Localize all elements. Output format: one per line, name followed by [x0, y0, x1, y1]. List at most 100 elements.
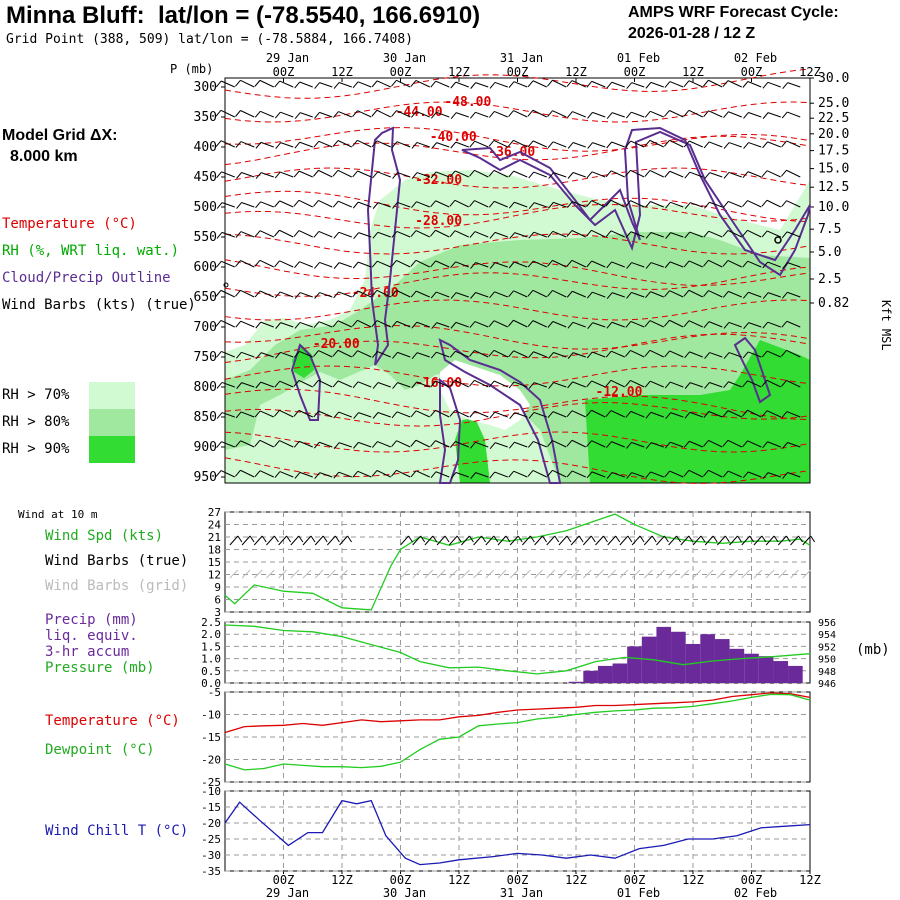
wind-barb-true-flag	[334, 535, 340, 543]
p-tick-label: 750	[194, 350, 217, 365]
wind-barb	[631, 441, 645, 448]
wind-barb-flag	[664, 290, 670, 298]
wind-barb	[591, 380, 606, 388]
wind-barb-true-flag	[773, 535, 779, 543]
wind-barb-flag	[761, 230, 768, 238]
wind-barb-flag	[216, 171, 222, 179]
wind-barb-flag	[216, 382, 223, 389]
wind-barb-flag	[548, 352, 554, 359]
wind-barb-flag	[215, 470, 222, 477]
wind-barb-flag	[294, 472, 301, 479]
wind-barb-flag	[391, 260, 397, 267]
wind-barb-flag	[392, 172, 398, 179]
wind-barb-flag	[782, 262, 789, 269]
wind-barb	[475, 292, 489, 298]
wind-barb-flag	[294, 81, 301, 89]
wind-barb-flag	[313, 141, 320, 148]
wind-barb-flag	[722, 260, 729, 267]
wind-barb	[592, 322, 606, 328]
wind-barb	[358, 412, 372, 418]
wind-barb	[650, 81, 664, 88]
wind-barb-grid	[436, 569, 446, 579]
wind-barb	[649, 170, 664, 178]
wind-barb-true-flag	[798, 535, 803, 543]
wind-barb-flag	[449, 441, 456, 448]
wind-barb	[455, 261, 469, 268]
wind-barb-flag	[527, 109, 534, 117]
wind-barb	[631, 111, 645, 118]
wind-barb	[591, 229, 606, 238]
wind-barb-flag	[762, 321, 769, 329]
wind-barb	[436, 291, 450, 298]
wind-barb-flag	[762, 261, 769, 269]
chill-panel-ytick-label: -15	[201, 801, 221, 814]
wind-barb-flag	[683, 320, 690, 328]
wind-barb	[532, 80, 547, 88]
wind-barb	[493, 320, 508, 328]
wind-barb-flag	[333, 411, 340, 419]
wind-barb	[493, 169, 508, 178]
precip-bar	[700, 634, 715, 683]
wind-barb	[766, 170, 781, 178]
wind-barb-flag	[586, 351, 593, 359]
wind-barb	[435, 200, 450, 208]
wind-barb	[241, 351, 255, 358]
wind-barb-flag	[586, 409, 592, 417]
wind-barb	[747, 440, 762, 448]
wind-barb	[513, 81, 528, 88]
wind-barb-grid	[290, 569, 300, 579]
wind-barb-flag	[742, 171, 749, 178]
wind-barb	[709, 201, 723, 208]
top-time-tick-label: 00Z	[273, 65, 295, 79]
wind-barb	[415, 259, 430, 268]
kft-tick-label: 10.0	[818, 200, 849, 215]
wind-barb	[787, 82, 801, 88]
wind-barb-flag	[644, 201, 651, 208]
wind-barb-flag	[625, 350, 631, 357]
wind-barb	[766, 379, 781, 388]
wind-barb-grid	[631, 569, 641, 579]
kft-tick-label: 17.5	[818, 144, 849, 159]
wind-panel-ytick-label: 15	[208, 556, 221, 569]
wind-barb-true-flag	[432, 535, 438, 543]
wind-barb-true-flag	[761, 535, 767, 543]
wind-barb-flag	[508, 170, 515, 178]
wind-barb	[727, 259, 742, 268]
precip-bar	[583, 670, 598, 683]
wind-barb	[299, 471, 313, 478]
wind-barb-flag	[742, 291, 749, 299]
wind-barb-flag	[645, 232, 652, 239]
wind-barb	[787, 111, 801, 118]
wind-barb	[241, 202, 255, 208]
wind-barb	[727, 410, 742, 418]
wind-barb	[298, 409, 313, 418]
wind-barb-flag	[489, 471, 496, 479]
wind-barb	[513, 139, 528, 148]
wind-barb-flag	[645, 82, 652, 89]
wind-barb-flag	[645, 442, 652, 449]
wind-barb-flag	[567, 352, 574, 359]
wind-barb	[260, 110, 274, 118]
wind-barb-flag	[488, 201, 495, 208]
temperature-contour	[224, 68, 811, 99]
wind-barb	[669, 319, 684, 328]
wind-barb	[708, 321, 723, 328]
wind-barb-flag	[683, 440, 690, 448]
kft-tick-label: 12.5	[818, 180, 849, 195]
wind-barb-flag	[489, 411, 496, 419]
wind-barb-grid	[534, 569, 543, 579]
wind-barb	[532, 289, 547, 298]
wind-barb-flag	[644, 349, 651, 357]
wind-barb	[747, 260, 762, 268]
temperature-contour-label: -12.00	[596, 385, 643, 400]
wind-barb-flag	[274, 440, 280, 447]
wind-barb	[709, 352, 723, 358]
wind-barb	[493, 349, 508, 358]
wind-barb-flag	[625, 111, 632, 119]
wind-barb-flag	[391, 440, 397, 447]
wind-barb-flag	[508, 201, 515, 209]
wind-barb-flag	[548, 172, 554, 179]
wind-barb-flag	[625, 140, 632, 148]
wind-barb-flag	[528, 382, 535, 389]
precip-bar	[744, 653, 759, 683]
